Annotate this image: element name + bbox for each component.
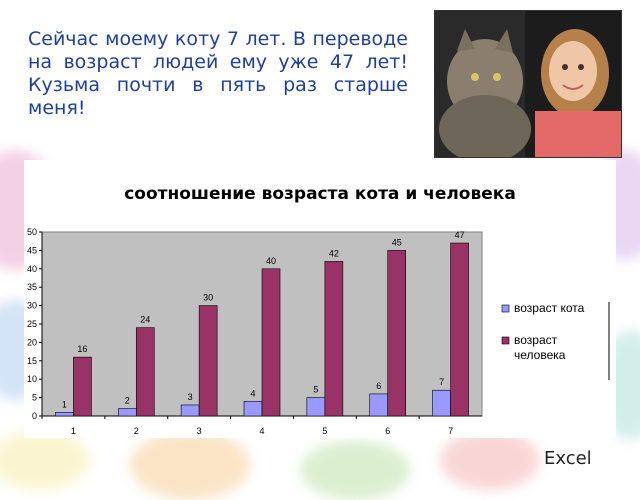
y-tick-label: 45 — [27, 245, 37, 255]
data-label: 5 — [313, 385, 318, 395]
bar-human-age — [324, 261, 344, 417]
excel-label: Excel — [544, 448, 592, 469]
bar-cat-age — [369, 393, 389, 417]
bar-chart: 0 5 10 15 20 25 30 35 40 45 50 1 1 16 2 2 24 3 3 30 4 4 40 5 5 42… — [27, 227, 610, 436]
data-label: 40 — [266, 256, 276, 266]
y-tick-label: 20 — [27, 337, 37, 347]
data-label: 42 — [329, 248, 339, 258]
bar-human-age — [198, 305, 218, 417]
y-tick-label: 0 — [32, 411, 37, 421]
x-tick-label: 1 — [71, 426, 76, 436]
bar-cat-age — [117, 408, 137, 417]
x-tick-label: 4 — [259, 426, 264, 436]
data-label: 16 — [77, 344, 87, 354]
legend-swatch — [501, 304, 510, 313]
data-label: 45 — [392, 237, 402, 247]
legend-swatch — [501, 336, 510, 345]
data-label: 1 — [62, 399, 67, 409]
data-label: 2 — [125, 396, 130, 406]
data-label: 7 — [439, 377, 444, 387]
y-tick-label: 30 — [27, 301, 37, 311]
y-tick-label: 35 — [27, 282, 37, 292]
photo-girl-with-cat — [434, 10, 622, 158]
data-label: 4 — [250, 388, 255, 398]
x-tick-label: 2 — [134, 426, 139, 436]
y-tick-label: 25 — [27, 319, 37, 329]
x-tick-label: 3 — [197, 426, 202, 436]
data-label: 47 — [455, 230, 465, 240]
x-tick-label: 5 — [322, 426, 327, 436]
bar-human-age — [73, 356, 92, 417]
data-label: 6 — [376, 381, 381, 391]
data-label: 3 — [188, 392, 193, 402]
bar-cat-age — [432, 389, 451, 417]
bar-human-age — [387, 250, 407, 417]
y-tick-label: 50 — [27, 227, 37, 237]
bar-cat-age — [180, 404, 200, 417]
legend-label: возраст кота — [514, 301, 585, 315]
background-blob-red — [440, 430, 540, 490]
chart-panel: соотношение возраста кота и человека 0 5 1… — [24, 160, 616, 438]
background-blob-yellow — [0, 430, 90, 490]
background-blob-green — [300, 440, 410, 500]
x-tick-label: 6 — [385, 426, 390, 436]
y-tick-label: 40 — [27, 264, 37, 274]
bar-human-age — [450, 242, 469, 417]
y-tick-label: 5 — [32, 393, 37, 403]
bar-human-age — [261, 268, 281, 417]
chart-title: соотношение возраста кота и человека — [124, 184, 516, 204]
bar-cat-age — [55, 412, 74, 417]
caption-text: Сейчас моему коту 7 лет. В переводе на в… — [28, 28, 408, 119]
bar-cat-age — [306, 397, 326, 417]
data-label: 30 — [203, 293, 213, 303]
x-tick-label: 7 — [448, 426, 453, 436]
background-blob-orange — [130, 430, 250, 500]
data-label: 24 — [140, 315, 150, 325]
legend-label: возраст человека — [514, 333, 566, 362]
bar-cat-age — [243, 400, 263, 417]
bar-human-age — [135, 327, 155, 417]
y-tick-label: 15 — [27, 356, 37, 366]
y-tick-label: 10 — [27, 374, 37, 384]
